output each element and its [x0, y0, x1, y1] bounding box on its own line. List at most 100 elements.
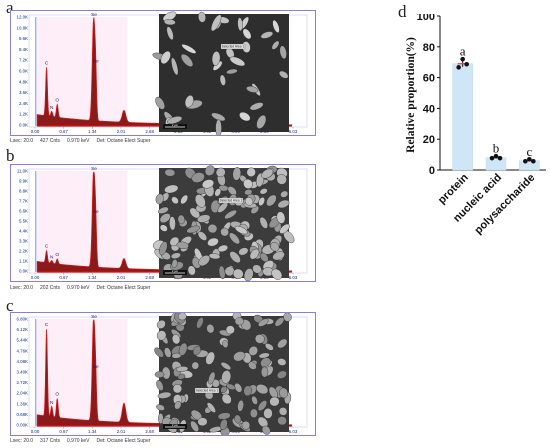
sem-cell: [244, 197, 254, 206]
sem-cell: [198, 255, 211, 267]
sem-cell: [156, 380, 164, 391]
sem-cell: [215, 119, 222, 135]
peak-label: Se: [91, 12, 97, 18]
sem-cell: [211, 112, 226, 122]
sem-cell: [277, 358, 287, 366]
sem-cell: [194, 194, 206, 208]
eds-footer-a: Lsec: 20.0 427 Cnts 0.970 keV Det: Octan…: [10, 138, 150, 144]
sem-cell: [191, 172, 205, 183]
peak-label: O: [55, 391, 59, 397]
sem-cell: [180, 194, 189, 205]
sem-cell: [269, 396, 280, 407]
peak-label: N: [50, 400, 54, 406]
sem-cell: [233, 351, 246, 362]
sem-cell: [277, 338, 288, 349]
panel-label-c: c: [6, 296, 14, 315]
scale-label: 2 µm: [172, 269, 179, 273]
eds-panel-c: 6.80K 6.12K 5.44K 4.76K 4.08K 3.40K 2.72K 2.04K…: [10, 312, 316, 436]
data-point: [464, 61, 469, 67]
peak-label: Se: [93, 209, 99, 215]
bar: [519, 160, 540, 171]
x-tick-label: 6.03: [289, 129, 298, 134]
sem-cell: [261, 366, 269, 378]
sem-cell: [222, 340, 229, 348]
sem-cell: [224, 266, 235, 276]
y-tick-label: 40: [423, 103, 435, 115]
x-tick-label: 0.67: [59, 429, 68, 434]
sem-cell: [254, 334, 265, 344]
y-tick-label: 2.72K: [17, 380, 29, 385]
y-tick-label: 2.2K: [19, 249, 28, 254]
sem-cell: [190, 420, 199, 432]
selected-area-label: Selected Area 1: [196, 389, 219, 393]
sem-cell: [221, 393, 232, 405]
sem-cell: [181, 44, 197, 54]
scale-label: 2 µm: [172, 123, 179, 127]
y-tick-label: 0.0K: [19, 123, 28, 128]
sem-cell: [159, 224, 168, 232]
sem-cell: [258, 352, 270, 359]
eds-panel-b: 11.0K 9.9K 8.8K 7.7K 6.6K 5.5K 4.4K 3.3K 2.2K 1.1…: [10, 164, 316, 282]
sem-cell: [164, 347, 172, 358]
y-tick-label: 5.44K: [17, 338, 29, 343]
sem-cell: [229, 56, 246, 67]
det-text: Det: Octane Elect Super: [96, 438, 151, 444]
sem-cell: [271, 40, 280, 50]
data-point: [456, 65, 461, 70]
y-tick-label: 2.04K: [17, 391, 29, 396]
x-tick-label: 1.34: [88, 429, 97, 434]
x-tick-label: 0.67: [59, 129, 68, 134]
sem-cell: [155, 193, 164, 205]
panel-label-a: a: [6, 0, 14, 17]
sem-cell: [229, 232, 240, 245]
selected-area-box: [194, 387, 220, 394]
y-tick-label: 5.5K: [19, 219, 28, 224]
peak-label: Se: [93, 58, 99, 64]
data-point: [489, 155, 495, 161]
sem-cell: [249, 102, 264, 111]
sem-cell: [272, 251, 285, 261]
sem-cell: [217, 244, 229, 253]
sem-cell: [159, 241, 168, 256]
bar: [485, 157, 507, 171]
sem-cell: [261, 425, 271, 435]
y-tick-label: 9.9K: [19, 179, 28, 184]
y-tick-label: 9.6K: [19, 36, 28, 41]
sem-cell: [229, 251, 241, 263]
sem-cell: [261, 168, 274, 179]
sem-cell: [279, 70, 289, 79]
x-tick-label: 6.03: [289, 275, 298, 280]
y-tick-label: 3.40K: [17, 370, 29, 375]
det-text: Det: Octane Elect Super: [96, 138, 151, 144]
sem-cell: [243, 268, 254, 281]
significance-letter: c: [526, 144, 532, 159]
y-tick-label: 8.4K: [19, 47, 28, 52]
sem-cell: [178, 342, 188, 356]
sem-cell: [184, 95, 194, 108]
y-tick-label: 3.6K: [19, 90, 28, 95]
sem-cell: [251, 395, 258, 405]
x-tick-label: 0.00: [31, 429, 40, 434]
sem-cell: [167, 116, 183, 125]
sem-cell: [248, 361, 257, 370]
x-tick-label: 2.68: [145, 429, 154, 434]
lsec-text: Lsec: 20.0: [10, 285, 34, 291]
sem-cell: [243, 178, 253, 189]
eds-spectrum-svg: 11.0K 9.9K 8.8K 7.7K 6.6K 5.5K 4.4K 3.3K 2.2K 1.1…: [17, 165, 308, 281]
scale-bar-box: [163, 124, 187, 129]
kev-text: 0.970 keV: [67, 138, 90, 144]
sem-cell: [172, 334, 181, 345]
kev-text: 0.970 keV: [67, 438, 90, 444]
sem-cell: [156, 319, 166, 329]
sem-cell: [252, 264, 262, 274]
data-point: [531, 158, 536, 164]
spectrum-region: [37, 319, 128, 425]
peak-label: N: [50, 254, 54, 260]
sem-cell: [234, 414, 242, 424]
eds-footer-c: Lsec: 20.0 317 Cnts 0.970 keV Det: Octan…: [10, 438, 150, 444]
scale-bar-box: [163, 424, 187, 429]
y-tick-label: 8.8K: [19, 189, 28, 194]
cnts-text: 202 Cnts: [40, 285, 61, 291]
sem-cell: [263, 408, 273, 419]
sem-cell: [157, 391, 172, 399]
